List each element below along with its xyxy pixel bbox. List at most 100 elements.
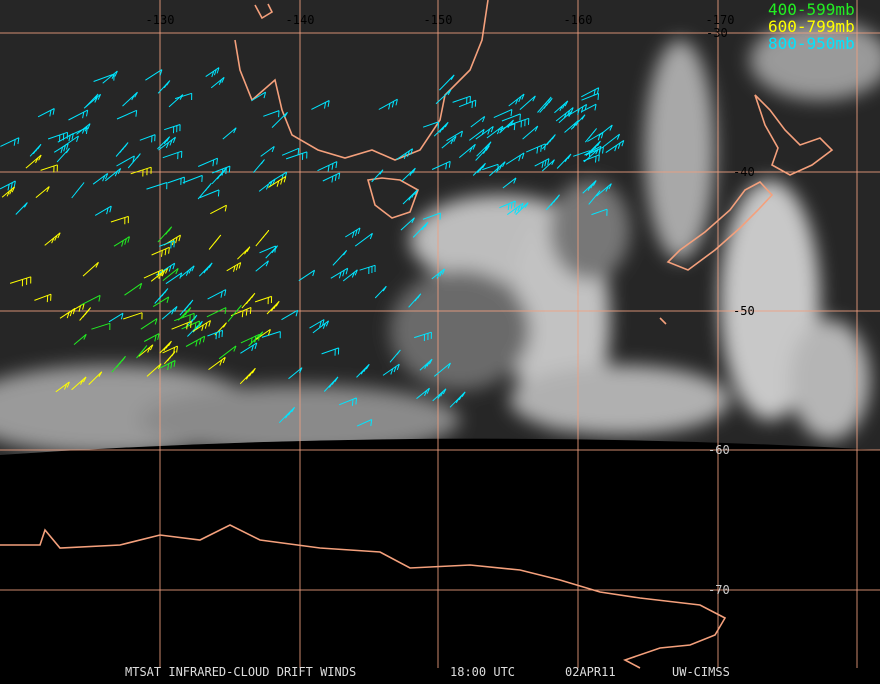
wind-barb — [356, 363, 370, 378]
wind-barb — [402, 189, 418, 205]
wind-barb — [182, 174, 203, 184]
wind-barb — [439, 74, 455, 91]
wind-barb — [585, 146, 604, 156]
wind-barb — [240, 342, 258, 354]
wind-barb — [522, 125, 539, 140]
wind-barb — [332, 250, 348, 266]
wind-barb — [40, 164, 58, 173]
wind-barb — [240, 333, 260, 345]
wind-barb — [192, 320, 211, 332]
wind-barb — [44, 232, 61, 246]
wind-barb — [163, 234, 181, 246]
wind-barb — [338, 397, 357, 406]
wind-barb — [537, 96, 552, 113]
wind-barb — [140, 318, 158, 330]
wind-barb — [212, 165, 231, 176]
wind-barb — [113, 236, 130, 247]
wind-barb — [309, 319, 325, 329]
wind-barb — [92, 172, 109, 185]
wind-barb — [422, 212, 441, 220]
wind-barb — [0, 137, 20, 147]
wind-barb — [555, 107, 574, 122]
longitude-label: -160 — [564, 13, 593, 27]
wind-barb — [585, 140, 601, 156]
wind-barb — [311, 100, 330, 110]
wind-barb — [127, 153, 141, 169]
wind-barb — [489, 161, 506, 177]
wind-barb — [9, 276, 32, 287]
wind-barb — [156, 262, 176, 276]
wind-barb — [475, 125, 494, 140]
wind-barb — [312, 320, 330, 334]
wind-barb — [83, 93, 102, 109]
wind-barb — [110, 215, 129, 225]
wind-barb — [162, 268, 179, 281]
wind-barb — [239, 367, 256, 385]
wind-barb — [198, 157, 218, 167]
wind-barb — [568, 103, 588, 116]
wind-barb — [165, 272, 183, 285]
wind-barb — [150, 267, 169, 282]
wind-barb — [88, 371, 103, 385]
wind-barb — [159, 340, 172, 354]
wind-barb — [108, 312, 124, 323]
wind-barb — [159, 240, 175, 249]
wind-barb — [162, 150, 183, 160]
wind-barb — [323, 376, 339, 392]
wind-barb — [435, 89, 452, 105]
wind-barb — [253, 159, 265, 173]
wind-barb — [508, 93, 525, 107]
wind-barb — [205, 67, 220, 78]
wind-barb — [389, 349, 401, 363]
wind-barb — [210, 76, 225, 89]
wind-barb — [177, 307, 192, 321]
wind-barb — [396, 148, 414, 161]
wind-barb — [501, 113, 521, 122]
wind-barb — [281, 147, 300, 156]
wind-barb — [251, 91, 267, 102]
wind-barb — [602, 133, 621, 148]
wind-barb — [91, 322, 111, 331]
wind-barb — [208, 234, 222, 250]
wind-barb — [342, 269, 358, 282]
wind-barb — [241, 292, 256, 309]
longitude-labels: -130 -140 -150 -160 -170 — [146, 13, 735, 27]
latitude-labels: -30 -40 -50 -60 -70 — [706, 26, 755, 597]
longitude-label: -140 — [286, 13, 315, 27]
wind-barb — [180, 265, 195, 278]
wind-barb — [441, 135, 457, 149]
wind-barb — [161, 306, 178, 320]
wind-barb — [570, 114, 586, 130]
wind-barb — [146, 182, 168, 190]
wind-barb — [174, 92, 193, 101]
wind-barb — [138, 344, 154, 357]
wind-barb — [582, 180, 597, 194]
wind-barb — [475, 145, 490, 161]
wind-barb — [401, 167, 416, 182]
wind-barb — [449, 391, 466, 408]
wind-barb — [163, 351, 176, 365]
wind-barb — [605, 139, 625, 154]
wind-barb — [111, 355, 126, 373]
latitude-label: -50 — [733, 304, 755, 318]
wind-barb — [227, 304, 242, 322]
wind-barb — [122, 91, 138, 107]
wind-barb — [35, 186, 50, 198]
wind-barb — [197, 182, 212, 200]
wind-barb — [260, 145, 275, 157]
wind-barb — [255, 260, 269, 272]
wind-barb — [268, 175, 287, 188]
wind-barb — [266, 300, 280, 315]
wind-barb — [515, 202, 529, 215]
wind-barb — [199, 189, 220, 199]
wind-barb — [154, 288, 169, 304]
wind-barb — [218, 345, 237, 360]
wind-barb — [255, 328, 271, 341]
wind-barb — [210, 204, 227, 215]
latitude-label: -70 — [708, 583, 730, 597]
wind-barb — [322, 172, 341, 183]
wind-barb — [458, 99, 477, 109]
wind-barb — [116, 155, 135, 167]
wind-barb — [60, 135, 79, 149]
wind-barb — [174, 312, 195, 322]
